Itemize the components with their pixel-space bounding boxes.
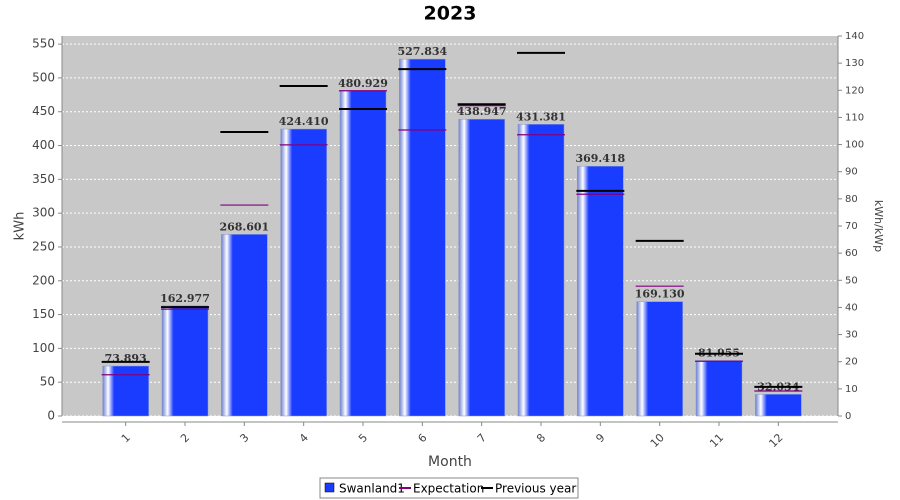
value-label: 73.893 [105,352,147,365]
y-tick-label: 0 [47,409,55,423]
legend [319,477,579,499]
value-label: 162.977 [160,292,210,305]
x-tick-label: 7 [475,431,489,445]
bar [755,394,802,417]
y-tick-label: 500 [32,70,55,84]
y2-tick-label: 10 [845,384,858,395]
bar [458,118,505,417]
y2-tick-label: 130 [845,58,864,69]
legend-label: Swanland1 [339,482,405,496]
bar [399,58,446,417]
x-tick-label: 10 [648,431,667,450]
bar [339,90,387,417]
bar [161,305,209,417]
bar [102,365,149,417]
y2-tick-label: 60 [845,248,858,259]
y-tick-label: 550 [32,37,55,51]
y-tick-label: 350 [32,172,55,186]
value-label: 438.947 [457,105,507,118]
y-tick-label: 300 [32,206,55,220]
x-axis-label: Month [428,454,472,470]
value-label: 480.929 [338,77,388,90]
x-tick-label: 3 [237,431,251,445]
legend-label: Expectation [413,482,484,496]
value-label: 424.410 [279,115,329,128]
y2-tick-label: 110 [845,112,864,123]
bar [221,234,268,417]
value-label: 527.834 [397,45,447,58]
x-tick-label: 1 [119,431,133,445]
y-axis-label: kWh [13,212,28,241]
y2-tick-label: 20 [845,357,858,368]
y2-tick-label: 70 [845,221,858,232]
x-tick-label: 5 [356,431,370,445]
x-tick-label: 8 [534,431,548,445]
x-tick-label: 12 [766,431,785,450]
y-tick-label: 450 [32,104,55,118]
bar [695,360,743,417]
x-tick-label: 2 [178,431,192,445]
bar [577,165,624,417]
bar [517,124,565,417]
y2-tick-label: 140 [845,31,864,42]
y-tick-label: 100 [32,341,55,355]
value-label: 169.130 [635,288,685,301]
y2-tick-label: 0 [845,411,851,422]
y2-tick-label: 30 [845,330,858,341]
y2-tick-label: 100 [845,140,864,151]
value-label: 431.381 [516,110,566,123]
bar [280,128,327,417]
x-tick-label: 6 [415,431,429,445]
y2-tick-label: 40 [845,302,858,313]
y-tick-label: 50 [40,375,55,389]
x-tick-label: 9 [593,431,607,445]
value-label: 268.601 [219,220,269,233]
y2-tick-label: 50 [845,275,858,286]
x-tick-label: 11 [707,431,726,450]
y-tick-label: 150 [32,307,55,321]
legend-label: Previous year [495,482,576,496]
y2-tick-label: 90 [845,167,858,178]
value-label: 369.418 [575,152,625,165]
chart-title: 2023 [424,3,477,25]
y2-tick-label: 80 [845,194,858,205]
y-tick-label: 200 [32,273,55,287]
y-tick-label: 250 [32,239,55,253]
legend-swatch [324,482,335,493]
y-tick-label: 400 [32,138,55,152]
y2-tick-label: 120 [845,85,864,96]
x-tick-label: 4 [297,431,311,445]
bar [636,301,683,417]
y2-axis-label: kWh/kWp [872,200,885,252]
